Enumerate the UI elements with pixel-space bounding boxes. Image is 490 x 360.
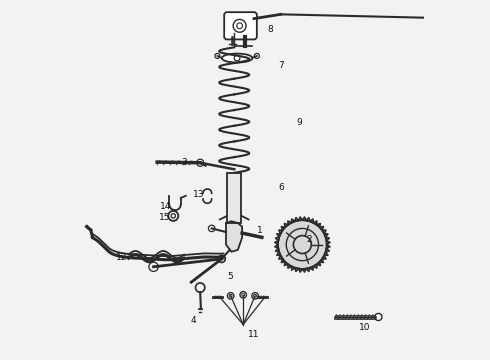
Text: 7: 7 [278, 61, 284, 70]
FancyBboxPatch shape [224, 12, 257, 40]
Text: 2: 2 [307, 235, 312, 244]
Text: 10: 10 [359, 323, 371, 332]
Text: 3: 3 [181, 158, 187, 167]
Text: 1: 1 [256, 226, 262, 235]
Text: 9: 9 [296, 118, 302, 127]
Text: 11: 11 [248, 330, 260, 339]
Text: 5: 5 [228, 272, 234, 281]
Bar [227, 173, 242, 223]
Text: 14: 14 [160, 202, 172, 211]
Ellipse shape [222, 54, 252, 63]
Polygon shape [226, 221, 242, 252]
Circle shape [278, 220, 327, 269]
Text: 13: 13 [193, 190, 204, 199]
Text: 15: 15 [159, 213, 170, 222]
Text: 12: 12 [116, 253, 127, 262]
Text: 4: 4 [190, 316, 196, 325]
Text: 8: 8 [267, 25, 273, 34]
Text: 6: 6 [278, 183, 284, 192]
